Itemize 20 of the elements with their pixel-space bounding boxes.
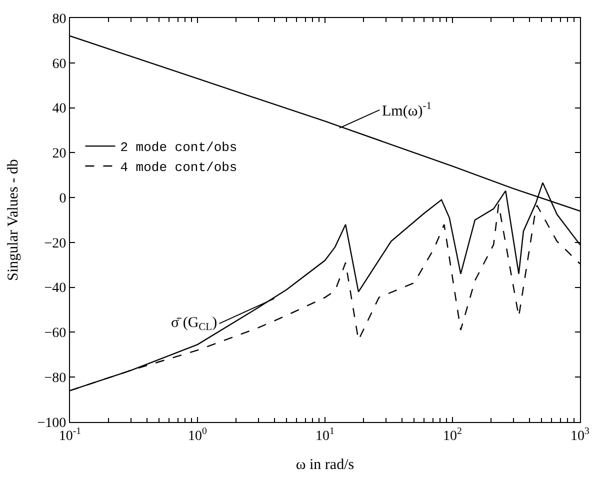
x-tick-label: 10$^{2}$ <box>443 426 462 444</box>
annotation: σ̄ (G$_{CL}$) <box>171 315 218 334</box>
legend-label: 2 mode cont/obs <box>120 140 238 156</box>
y-tick-label: 0 <box>59 191 66 206</box>
x-tick-label: 10$^{1}$ <box>316 426 335 444</box>
y-tick-label: −40 <box>44 281 66 296</box>
y-tick-label: −20 <box>44 236 66 252</box>
x-tick-label: 10$^{3}$ <box>570 426 590 444</box>
y-tick-label: −100 <box>37 416 66 431</box>
x-axis-title: ω in rad/s <box>296 456 354 473</box>
legend-label: 4 mode cont/obs <box>120 160 238 176</box>
x-tick-label: 10$^{0}$ <box>188 426 208 444</box>
y-axis-title: Singular Values - db <box>6 159 22 281</box>
y-tick-label: 20 <box>52 146 66 162</box>
y-tick-label: −60 <box>44 326 66 342</box>
y-tick-label: 60 <box>52 56 66 72</box>
annotation: Lm(ω)$^{-1}$ <box>382 101 432 120</box>
y-tick-label: 80 <box>52 12 66 27</box>
y-tick-label: 40 <box>52 102 66 117</box>
y-tick-label: −80 <box>44 371 66 386</box>
